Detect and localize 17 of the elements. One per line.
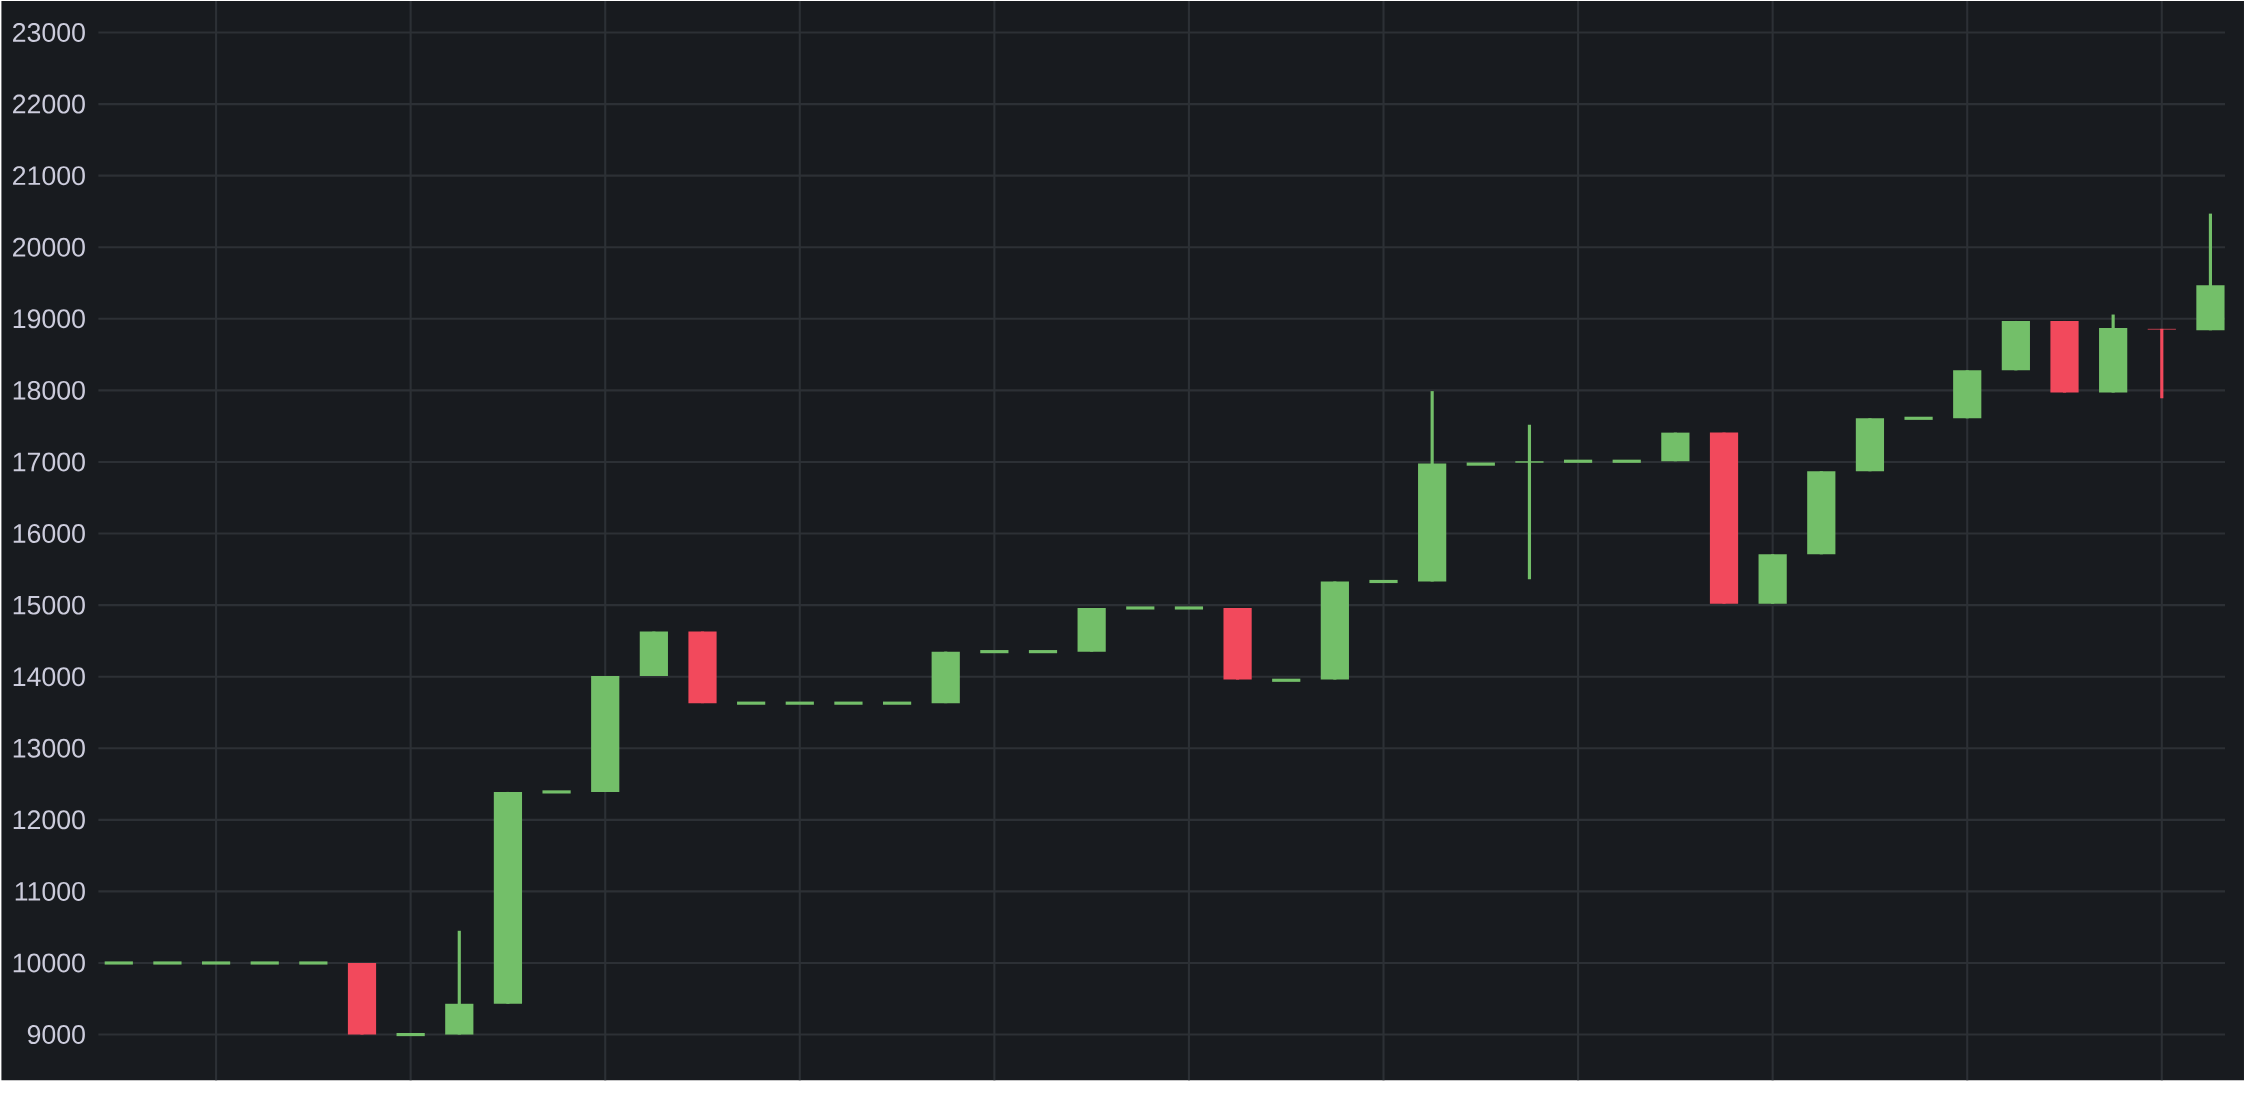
- y-tick-label: 21000: [13, 165, 85, 185]
- y-tick-label: 16000: [13, 523, 85, 543]
- y-tick-label: 12000: [13, 810, 85, 830]
- y-tick-label: 14000: [13, 666, 85, 686]
- y-tick-label: 20000: [13, 237, 85, 257]
- y-tick-label: 10000: [13, 953, 85, 973]
- y-tick-label: 9000: [27, 1024, 85, 1044]
- y-tick-label: 13000: [13, 738, 85, 758]
- candlestick: [1515, 424, 1544, 581]
- y-tick-label: 17000: [13, 452, 85, 472]
- y-tick-label: 11000: [15, 881, 85, 901]
- y-tick-label: 18000: [13, 380, 85, 400]
- y-tick-label: 23000: [13, 22, 85, 42]
- candlestick: [2147, 328, 2176, 400]
- y-tick-label: 19000: [13, 309, 85, 329]
- y-tick-label: 15000: [13, 595, 85, 615]
- y-tick-label: 22000: [13, 94, 85, 114]
